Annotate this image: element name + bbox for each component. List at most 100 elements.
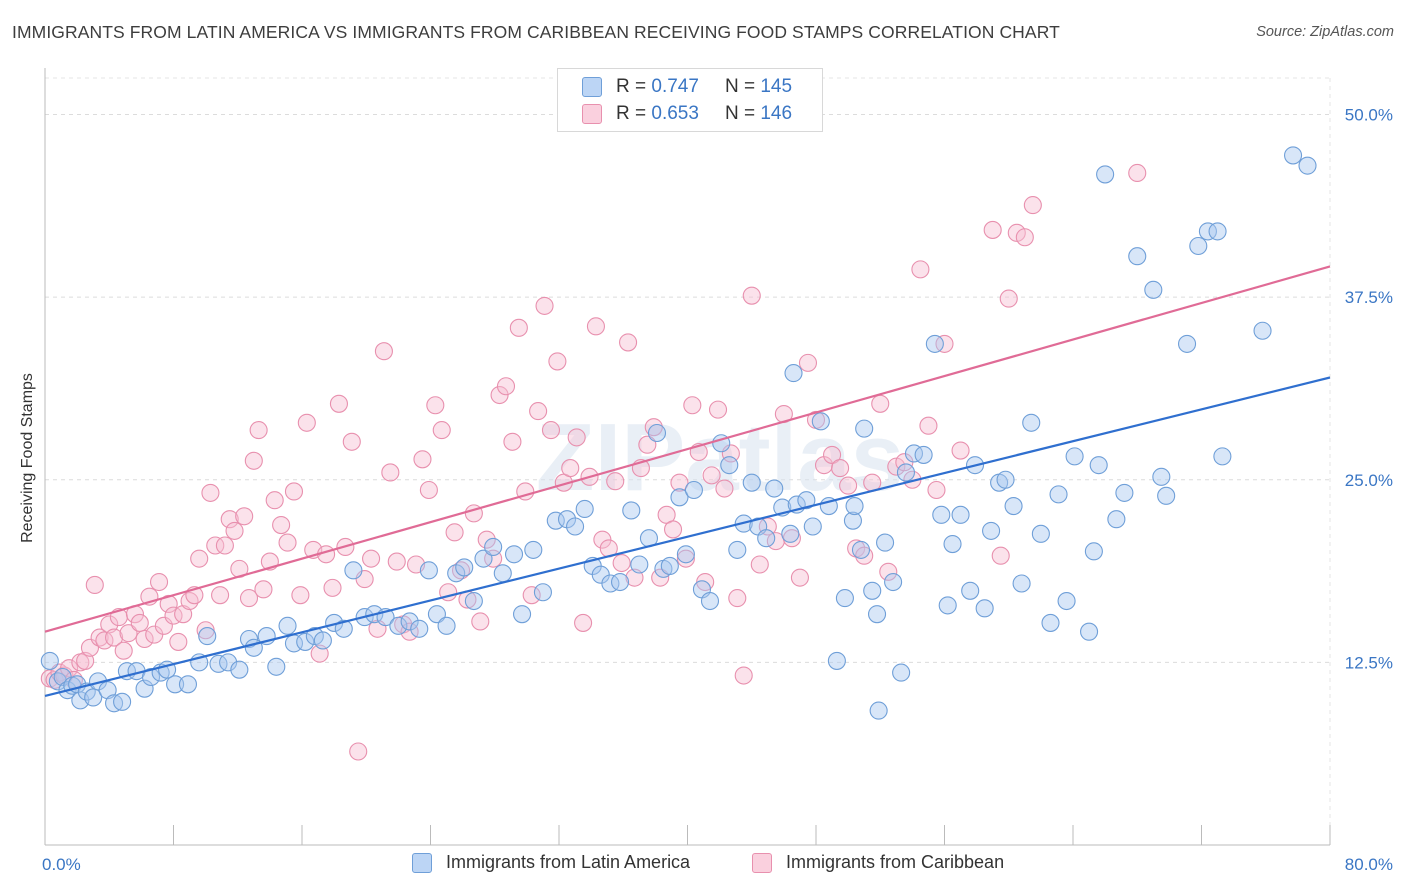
bottom-legend-caribbean: Immigrants from Caribbean <box>752 852 1004 873</box>
point-latin-america <box>610 572 630 592</box>
point-latin-america <box>1157 486 1176 505</box>
point-caribbean <box>329 394 348 413</box>
point-caribbean <box>919 416 938 435</box>
point-latin-america <box>982 521 1001 540</box>
point-latin-america <box>389 616 408 635</box>
point-latin-america <box>622 501 641 520</box>
point-caribbean <box>284 482 304 501</box>
point-caribbean <box>541 421 561 440</box>
point-latin-america <box>938 596 957 615</box>
point-latin-america <box>1012 574 1031 593</box>
point-latin-america <box>851 540 871 559</box>
x-tick-label: 80.0% <box>1345 855 1393 874</box>
point-latin-america <box>855 419 874 438</box>
trend-lines <box>44 265 1331 698</box>
point-latin-america <box>1213 447 1232 466</box>
legend-n-value: 146 <box>760 103 793 124</box>
point-latin-america <box>1065 447 1084 466</box>
point-caribbean <box>1015 228 1034 247</box>
point-caribbean <box>265 491 284 510</box>
point-caribbean <box>999 289 1018 308</box>
legend-r-value: 0.747 <box>651 76 699 97</box>
point-latin-america <box>1284 146 1303 165</box>
point-latin-america <box>961 581 980 600</box>
bottom-legend-label: Immigrants from Caribbean <box>786 852 1005 872</box>
point-latin-america <box>1057 591 1076 611</box>
point-latin-america <box>1022 413 1041 432</box>
point-caribbean <box>879 562 898 581</box>
stats-legend: R = 0.747 N = 145 R = 0.653 N = 146 <box>557 68 823 132</box>
point-latin-america <box>676 545 695 564</box>
point-latin-america <box>513 605 532 624</box>
point-caribbean <box>149 572 169 592</box>
point-caribbean <box>215 536 234 555</box>
point-latin-america <box>1107 510 1126 529</box>
point-latin-america <box>728 540 747 559</box>
point-caribbean <box>254 580 273 599</box>
point-caribbean <box>991 546 1010 565</box>
point-latin-america <box>1031 524 1050 543</box>
point-latin-america <box>198 627 217 646</box>
point-caribbean <box>951 441 970 460</box>
point-latin-america <box>230 660 249 679</box>
point-latin-america <box>630 555 649 574</box>
point-caribbean <box>606 472 625 491</box>
point-latin-america <box>647 423 667 443</box>
point-caribbean <box>164 606 183 625</box>
point-latin-america <box>1128 247 1147 266</box>
bottom-legend-swatch-pink <box>752 852 772 873</box>
point-latin-america <box>845 497 864 516</box>
point-caribbean <box>135 629 154 649</box>
point-caribbean <box>935 334 954 353</box>
legend-n-label: N = <box>724 76 756 97</box>
point-caribbean <box>702 466 721 485</box>
point-caribbean <box>426 396 445 415</box>
point-latin-america <box>344 561 363 580</box>
point-latin-america <box>313 631 332 650</box>
point-caribbean <box>1128 163 1147 183</box>
point-caribbean <box>225 521 244 540</box>
point-latin-america <box>296 632 315 651</box>
point-caribbean <box>169 632 188 651</box>
point-latin-america <box>1177 334 1197 353</box>
point-latin-america <box>464 591 483 611</box>
point-latin-america <box>700 591 720 611</box>
point-caribbean <box>419 480 438 500</box>
point-caribbean <box>90 628 109 647</box>
point-caribbean <box>503 432 522 451</box>
point-latin-america <box>904 444 924 463</box>
point-caribbean <box>574 613 593 632</box>
point-caribbean <box>374 342 393 361</box>
point-latin-america <box>811 412 830 431</box>
point-caribbean <box>381 463 400 482</box>
point-caribbean <box>211 586 230 605</box>
point-caribbean <box>342 432 361 451</box>
point-latin-america <box>757 529 776 548</box>
point-latin-america <box>278 616 297 635</box>
point-caribbean <box>670 473 689 492</box>
point-latin-america <box>720 456 739 475</box>
point-latin-america <box>670 488 689 507</box>
point-caribbean <box>1023 196 1042 215</box>
point-latin-america <box>493 564 512 583</box>
point-latin-america <box>1253 321 1272 340</box>
point-caribbean <box>220 510 239 529</box>
point-latin-america <box>178 675 198 694</box>
point-caribbean <box>728 589 747 608</box>
bottom-legend-swatch-blue <box>412 852 432 873</box>
point-latin-america <box>113 692 132 711</box>
point-latin-america <box>219 653 238 672</box>
legend-swatch-blue <box>582 77 602 97</box>
point-latin-america <box>1298 156 1317 175</box>
point-caribbean <box>130 613 149 632</box>
point-caribbean <box>239 589 259 608</box>
point-caribbean <box>871 394 890 413</box>
point-latin-america <box>742 473 761 492</box>
point-latin-america <box>209 654 228 673</box>
point-caribbean <box>114 641 133 660</box>
point-latin-america <box>1152 467 1171 486</box>
point-latin-america <box>524 540 543 559</box>
point-caribbean <box>349 742 368 761</box>
point-latin-america <box>504 545 524 564</box>
